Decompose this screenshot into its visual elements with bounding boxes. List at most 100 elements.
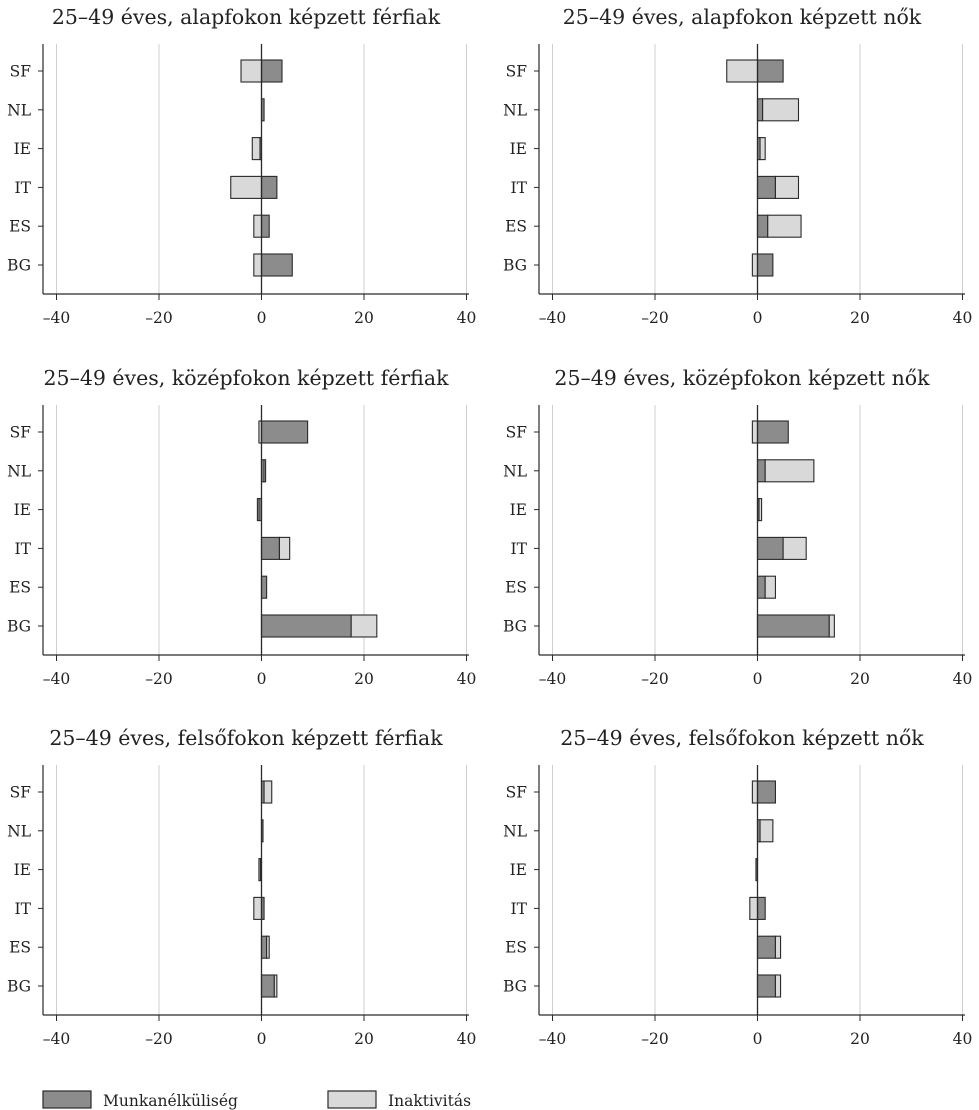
legend-swatch-inactivity [327, 1090, 377, 1109]
bar-inactivity-it [278, 536, 291, 560]
category-label: ES [9, 939, 31, 957]
legend-label-unemployment: Munkanélküliség [103, 1092, 238, 1110]
category-label: SF [10, 424, 32, 442]
x-tick-label: 40 [457, 309, 477, 327]
category-label: IT [15, 900, 32, 918]
x-tick-label: 20 [354, 309, 374, 327]
bar-unemployment-sf [260, 59, 283, 83]
panel-3: 25–49 éves, középfokon képzett férfiak SF… [7, 366, 476, 688]
bar-inactivity-es [774, 935, 782, 959]
bar-unemployment-es [756, 935, 776, 959]
bar-inactivity-ie [759, 137, 766, 161]
category-label: NL [503, 822, 527, 840]
x-tick-label: –40 [539, 670, 566, 688]
bar-inactivity-bg [751, 253, 759, 277]
x-tick-label: 40 [953, 309, 973, 327]
bar-inactivity-ie [251, 137, 261, 161]
bar-unemployment-it [260, 175, 278, 199]
category-label: BG [7, 978, 31, 996]
category-label: IT [15, 179, 32, 197]
bar-unemployment-sf [260, 420, 309, 444]
panel-title: 25–49 éves, alapfokon képzett nők [563, 5, 922, 29]
category-label: ES [9, 579, 31, 597]
x-tick-label: 40 [457, 1030, 477, 1048]
category-label: SF [10, 63, 32, 81]
bar-inactivity-ie [258, 858, 261, 882]
panel-title: 25–49 éves, középfokon képzett nők [554, 366, 930, 390]
legend-label-inactivity: Inaktivitás [388, 1092, 471, 1110]
x-tick-label: –20 [641, 670, 668, 688]
category-label: BG [7, 618, 31, 636]
bar-inactivity-bg [273, 974, 278, 998]
x-tick-label: 20 [850, 309, 870, 327]
x-tick-label: 20 [354, 670, 374, 688]
panel-6: 25–49 éves, felsőfokon képzett nők SF NL IE… [503, 726, 972, 1048]
bar-inactivity-sf [726, 59, 759, 83]
bar-inactivity-es [767, 214, 802, 238]
category-label: ES [505, 218, 527, 236]
category-label: NL [7, 101, 31, 119]
bar-inactivity-it [782, 536, 807, 560]
bar-inactivity-it [749, 896, 759, 920]
category-label: ES [9, 218, 31, 236]
x-tick-label: 0 [753, 1030, 763, 1048]
category-label: BG [503, 257, 527, 275]
x-tick-label: –40 [43, 309, 70, 327]
bar-inactivity-es [764, 575, 776, 599]
panel-2: 25–49 éves, alapfokon képzett nők SF NL IE I… [503, 5, 972, 327]
bar-inactivity-bg [253, 253, 263, 277]
x-tick-label: 40 [457, 670, 477, 688]
category-label: SF [10, 784, 32, 802]
x-tick-label: 0 [753, 309, 763, 327]
bar-inactivity-it [774, 175, 800, 199]
x-tick-label: 0 [257, 1030, 267, 1048]
x-tick-label: 20 [354, 1030, 374, 1048]
x-tick-label: 20 [850, 670, 870, 688]
bar-unemployment-sf [756, 780, 776, 804]
category-label: BG [503, 618, 527, 636]
panel-5: 25–49 éves, felsőfokon képzett férfiak SF… [7, 726, 476, 1048]
category-label: IE [510, 140, 527, 158]
x-tick-label: 40 [953, 1030, 973, 1048]
panel-title: 25–49 éves, felsőfokon képzett férfiak [49, 726, 443, 750]
x-tick-label: –20 [145, 309, 172, 327]
panels: 25–49 éves, alapfokon képzett férfiak SF N… [7, 5, 972, 1048]
x-tick-label: 0 [257, 309, 267, 327]
bar-unemployment-it [260, 536, 280, 560]
category-label: NL [7, 462, 31, 480]
panel-title: 25–49 éves, középfokon képzett férfiak [43, 366, 449, 390]
category-label: IE [14, 140, 31, 158]
bar-unemployment-bg [260, 253, 293, 277]
x-tick-label: –20 [641, 1030, 668, 1048]
bar-unemployment-it [756, 175, 776, 199]
panel-4: 25–49 éves, középfokon képzett nők SF NL IE… [503, 366, 972, 688]
category-label: NL [7, 822, 31, 840]
category-label: IE [510, 501, 527, 519]
x-tick-label: 0 [257, 670, 267, 688]
category-label: IT [511, 179, 528, 197]
bar-unemployment-es [260, 575, 268, 599]
x-tick-label: 0 [753, 670, 763, 688]
legend: Munkanélküliség Inaktivitás [42, 1090, 471, 1110]
bar-inactivity-sf [240, 59, 263, 83]
bar-unemployment-es [260, 935, 268, 959]
category-label: BG [503, 978, 527, 996]
bar-unemployment-sf [756, 420, 789, 444]
bar-inactivity-ie [256, 498, 260, 522]
bar-unemployment-nl [756, 98, 764, 122]
panel-1: 25–49 éves, alapfokon képzett férfiak SF N… [7, 5, 476, 327]
category-label: SF [506, 424, 528, 442]
x-tick-label: –40 [539, 309, 566, 327]
category-label: SF [506, 784, 528, 802]
bar-unemployment-bg [756, 614, 830, 638]
bar-unemployment-es [756, 575, 766, 599]
bar-unemployment-it [756, 896, 766, 920]
bar-unemployment-sf [756, 59, 784, 83]
x-tick-label: –20 [145, 1030, 172, 1048]
x-tick-label: –40 [43, 1030, 70, 1048]
category-label: ES [505, 579, 527, 597]
bar-inactivity-nl [762, 98, 800, 122]
x-tick-label: 40 [953, 670, 973, 688]
category-label: ES [505, 939, 527, 957]
